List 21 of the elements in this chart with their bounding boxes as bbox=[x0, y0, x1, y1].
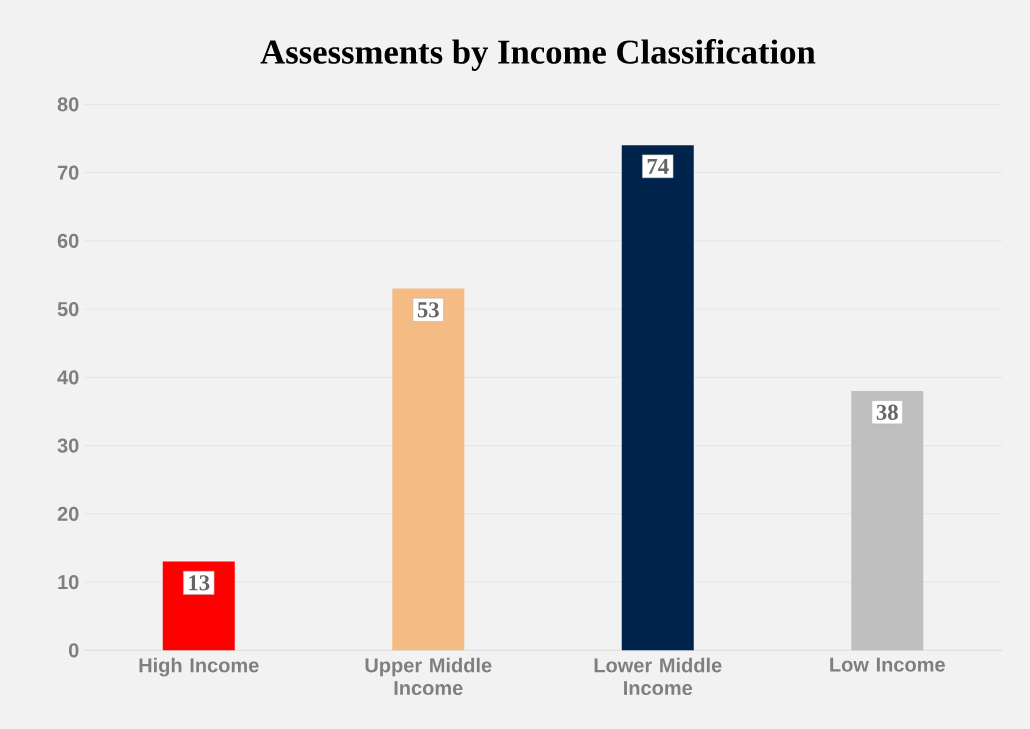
y-tick-label: 40 bbox=[57, 370, 79, 385]
data-label: 53 bbox=[417, 302, 439, 318]
y-tick-label: 70 bbox=[57, 165, 79, 180]
data-label: 13 bbox=[189, 575, 210, 591]
data-label: 74 bbox=[647, 158, 669, 174]
y-tick-label: 50 bbox=[57, 302, 79, 317]
y-tick-label: 10 bbox=[58, 575, 79, 590]
y-tick-label: 20 bbox=[57, 506, 79, 521]
bar bbox=[392, 288, 465, 651]
bar bbox=[851, 390, 924, 651]
x-tick-label: Upper Middle Income bbox=[365, 657, 492, 696]
y-tick-label: 30 bbox=[57, 438, 79, 453]
y-tick-label: 0 bbox=[68, 643, 79, 658]
x-tick-label: Lower Middle Income bbox=[594, 657, 722, 696]
chart-title: Assessments by Income Classification bbox=[260, 39, 816, 71]
x-tick-label: High Income bbox=[139, 657, 259, 677]
data-label: 38 bbox=[876, 404, 898, 420]
x-tick-label: Low Income bbox=[830, 657, 945, 672]
y-tick-label: 80 bbox=[57, 97, 79, 112]
bar bbox=[621, 145, 694, 651]
y-tick-label: 60 bbox=[57, 233, 79, 248]
